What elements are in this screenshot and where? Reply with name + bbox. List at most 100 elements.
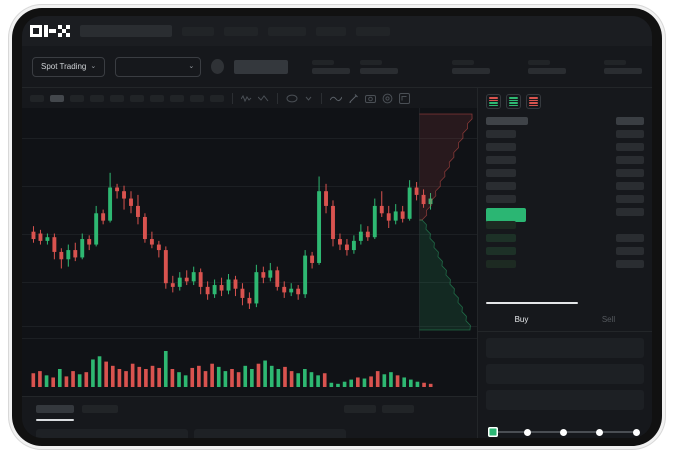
camera-icon[interactable]: [365, 93, 376, 103]
nav-link-3[interactable]: [268, 26, 306, 36]
slider-stop-50[interactable]: [560, 428, 567, 436]
trading-mode-label: Spot Trading: [41, 62, 87, 71]
bottom-action-1[interactable]: [344, 405, 376, 413]
orderbook-scrollbar[interactable]: [486, 302, 578, 304]
orderbook-split-icon[interactable]: [486, 94, 501, 109]
app-screen: Spot Trading ⌄ ⌄: [22, 16, 652, 438]
orderbook-bids-icon[interactable]: [506, 94, 521, 109]
orders-bottom-bar: [22, 396, 477, 438]
top-navigation-bar: [22, 16, 652, 46]
orderbook-col-amount: [616, 117, 644, 125]
timeframe-button-9[interactable]: [190, 94, 204, 102]
timeframe-button-8[interactable]: [170, 94, 184, 102]
chart-gridline: [22, 282, 477, 283]
order-amount-field[interactable]: [486, 364, 644, 384]
stat-change: [312, 59, 350, 74]
indicator-compare-icon[interactable]: [258, 94, 269, 103]
coin-avatar: [211, 59, 225, 74]
timeframe-button-6[interactable]: [130, 94, 144, 102]
bottom-card-1: [36, 429, 188, 438]
timeframe-button-7[interactable]: [150, 94, 164, 102]
order-total-field[interactable]: [486, 390, 644, 410]
stat-volume-quote: [604, 59, 642, 74]
orderbook-bid-row[interactable]: [486, 247, 644, 260]
orderbook-bid-row[interactable]: [486, 234, 644, 247]
orderbook-header-row: [486, 117, 644, 130]
slider-knob[interactable]: [488, 427, 498, 437]
logo-letter-k: [44, 25, 56, 37]
orderbook-ask-row[interactable]: [486, 130, 644, 143]
timeframe-button-2[interactable]: [50, 94, 64, 102]
orderbook-rows[interactable]: [478, 113, 652, 308]
global-search-input[interactable]: [80, 25, 172, 37]
orderbook-bid-row[interactable]: [486, 260, 644, 273]
stat-label: [528, 59, 550, 65]
timeframe-button-5[interactable]: [110, 94, 124, 102]
bottom-tab-active-indicator: [36, 419, 74, 421]
orderbook-bid-row[interactable]: [486, 221, 644, 234]
indicator-alert-icon[interactable]: [286, 94, 298, 103]
stat-value: [528, 67, 566, 74]
stat-label: [360, 59, 382, 65]
volume-bar-series: [31, 351, 433, 387]
slider-stop-25[interactable]: [524, 428, 531, 436]
stat-volume-base: [528, 59, 566, 74]
orderbook-ask-row[interactable]: [486, 182, 644, 195]
bottom-card-2: [194, 429, 346, 438]
chevron-down-icon: ⌄: [90, 63, 97, 70]
logo-letter-x: [58, 25, 70, 37]
trading-pair-dropdown[interactable]: ⌄: [115, 56, 202, 77]
stat-label: [452, 59, 474, 65]
orderbook-ask-row[interactable]: [486, 156, 644, 169]
stat-label: [312, 59, 334, 65]
line-chart-icon[interactable]: [330, 94, 342, 103]
order-price-field[interactable]: [486, 338, 644, 358]
timeframe-button-10[interactable]: [210, 94, 224, 102]
nav-link-2[interactable]: [224, 26, 258, 36]
chevron-down-icon: ⌄: [188, 63, 195, 70]
okx-logo[interactable]: [30, 25, 70, 37]
stat-value: [312, 67, 350, 74]
volume-histogram-panel[interactable]: [22, 338, 477, 396]
bottom-tab-open-orders[interactable]: [36, 405, 74, 413]
stat-value: [604, 67, 642, 74]
stat-value: [360, 67, 398, 74]
orderbook-ask-row[interactable]: [486, 169, 644, 182]
orderbook-asks-icon[interactable]: [526, 94, 541, 109]
candlestick-chart-panel[interactable]: [22, 108, 477, 338]
chart-gridline: [22, 186, 477, 187]
orderbook-spread-row: [486, 208, 644, 222]
stat-low: [452, 59, 490, 74]
slider-stop-100[interactable]: [633, 428, 640, 436]
timeframe-button-4[interactable]: [90, 94, 104, 102]
fullscreen-icon[interactable]: [399, 92, 410, 104]
timeframe-button-3[interactable]: [70, 94, 84, 102]
bottom-tab-order-history[interactable]: [82, 405, 118, 413]
timeframe-button-1[interactable]: [30, 94, 44, 102]
stat-value: [452, 67, 490, 74]
nav-link-1[interactable]: [182, 26, 214, 36]
chevron-down-icon[interactable]: [304, 94, 313, 103]
orderbook-spread-price: [486, 208, 526, 222]
indicator-wave-icon[interactable]: [241, 94, 252, 103]
trading-mode-dropdown[interactable]: Spot Trading ⌄: [32, 56, 106, 77]
orderbook-ask-row[interactable]: [486, 143, 644, 156]
candlestick-series: [31, 172, 433, 309]
slider-stop-75[interactable]: [596, 428, 603, 436]
settings-gear-icon[interactable]: [382, 93, 393, 104]
chart-gridline: [22, 326, 477, 327]
trade-form-fields: [478, 332, 652, 416]
buy-sell-tabs: Buy Sell: [478, 308, 652, 332]
nav-link-4[interactable]: [316, 26, 346, 36]
nav-link-5[interactable]: [356, 26, 390, 36]
tab-sell[interactable]: Sell: [601, 315, 616, 324]
bottom-action-2[interactable]: [382, 405, 414, 413]
orderbook-ask-row[interactable]: [486, 195, 644, 208]
order-amount-slider[interactable]: [488, 426, 642, 438]
pencil-icon[interactable]: [348, 93, 359, 104]
tab-buy[interactable]: Buy: [514, 315, 529, 324]
orderbook-mode-toggles: [478, 88, 652, 113]
chart-gridline: [22, 138, 477, 139]
pair-header-bar: Spot Trading ⌄ ⌄: [22, 46, 652, 88]
